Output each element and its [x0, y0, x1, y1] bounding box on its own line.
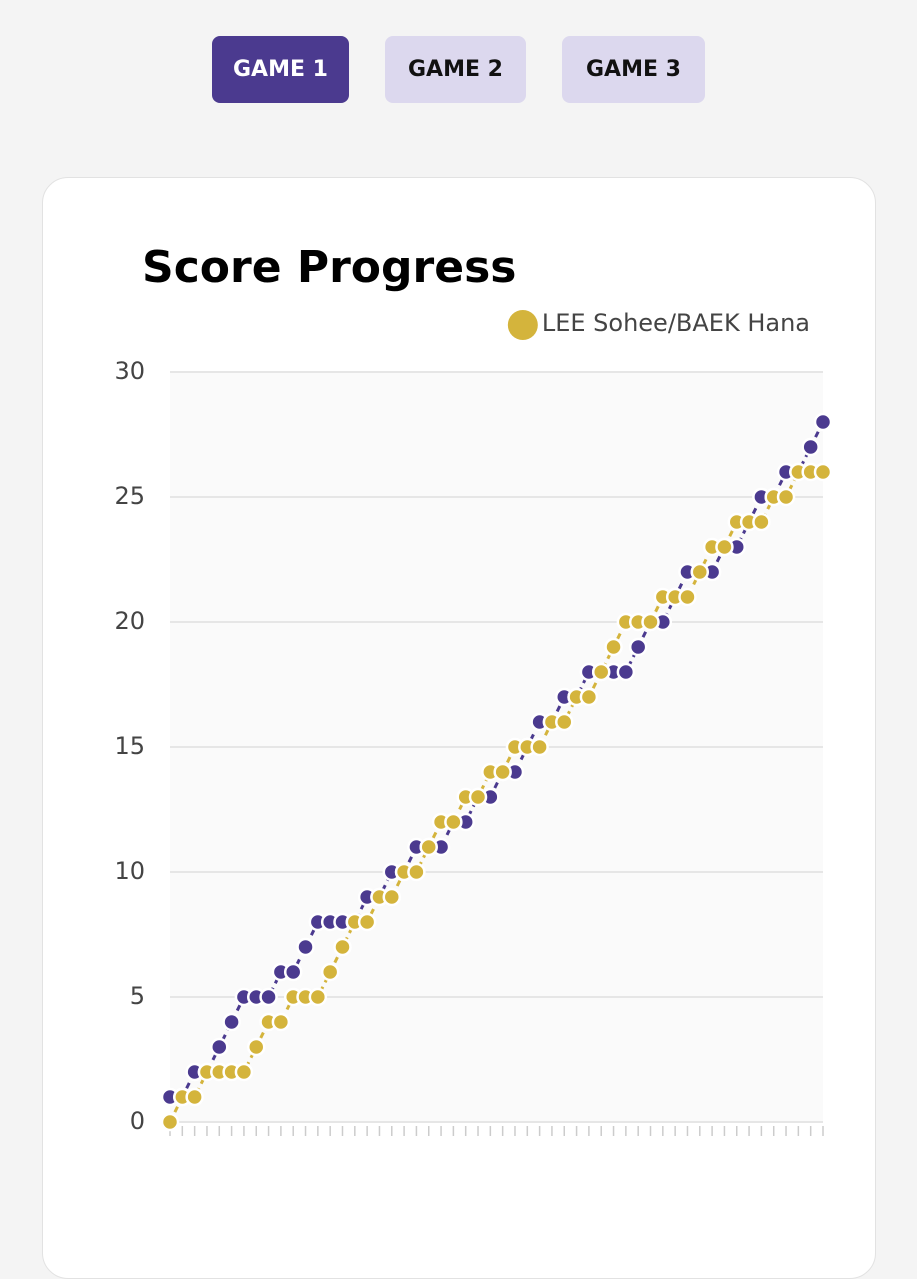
page: GAME 1 GAME 2 GAME 3 Score Progress 0 5 10… [42, 36, 876, 1279]
data-point [234, 1062, 254, 1082]
y-tick-label: 15 [114, 732, 145, 760]
data-point [407, 862, 426, 882]
tab[interactable]: GAME 2 [385, 36, 526, 103]
legend-marker [507, 310, 538, 340]
tab[interactable]: GAME 1 [212, 36, 349, 103]
y-tick-label: 25 [114, 482, 145, 510]
data-point [382, 887, 402, 907]
data-point [641, 612, 660, 632]
data-point [715, 537, 734, 557]
y-tick-label: 5 [130, 982, 145, 1010]
data-point [308, 987, 328, 1007]
data-point [468, 787, 488, 807]
y-tick-label: 30 [114, 357, 145, 385]
data-point [591, 662, 611, 682]
tab[interactable]: GAME 3 [562, 36, 705, 103]
data-point [160, 1112, 180, 1132]
data-point [222, 1012, 241, 1032]
chart: Score Progress 0 5 10 15 20 25 30 LEE Sohee/BAE… [114, 242, 833, 1136]
data-point [210, 1037, 229, 1057]
data-point [357, 912, 377, 932]
data-point [555, 712, 574, 732]
data-point [678, 587, 697, 607]
data-point [813, 412, 833, 432]
data-point [776, 487, 796, 507]
data-point [296, 937, 315, 957]
data-point [271, 1012, 291, 1032]
data-point [185, 1087, 204, 1107]
data-point [801, 437, 820, 457]
y-tick-label: 10 [114, 857, 145, 885]
data-point [283, 962, 303, 982]
data-point [259, 987, 278, 1007]
y-tick-label: 0 [130, 1107, 145, 1135]
data-point [579, 687, 599, 707]
data-point [813, 462, 833, 482]
data-point [246, 1037, 266, 1057]
data-point [419, 837, 438, 857]
data-point [493, 762, 512, 782]
chart-title: Score Progress [142, 242, 516, 293]
data-point [616, 662, 636, 682]
data-point [690, 562, 710, 582]
legend-label: LEE Sohee/BAEK Hana [542, 309, 810, 337]
y-tick-label: 20 [114, 607, 145, 635]
data-point [444, 812, 463, 832]
data-point [752, 512, 771, 532]
data-point [530, 737, 549, 757]
data-point [604, 637, 623, 657]
data-point [628, 637, 648, 657]
data-point [333, 937, 352, 957]
data-point [320, 962, 340, 982]
